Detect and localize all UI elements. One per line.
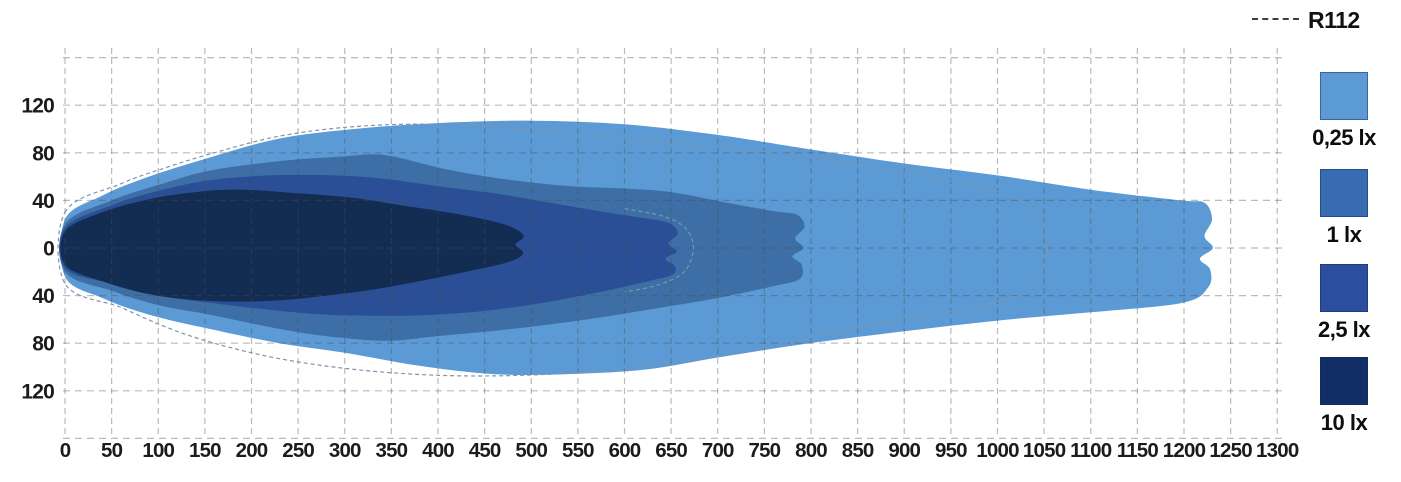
y-axis-tick-labels: 120 80 40 0 40 80 120 bbox=[21, 95, 55, 404]
x-tick-label: 1200 bbox=[1163, 439, 1206, 462]
x-tick-label: 700 bbox=[702, 439, 734, 462]
x-tick-label: 100 bbox=[142, 439, 174, 462]
x-tick-label: 1250 bbox=[1209, 439, 1252, 462]
x-tick-label: 400 bbox=[422, 439, 454, 462]
y-tick-label: 80 bbox=[32, 142, 54, 165]
y-tick-label: 40 bbox=[32, 190, 54, 213]
x-tick-label: 150 bbox=[189, 439, 221, 462]
r112-inner-contour bbox=[624, 208, 695, 293]
x-tick-label: 450 bbox=[469, 439, 501, 462]
x-tick-label: 600 bbox=[609, 439, 641, 462]
x-tick-label: 1100 bbox=[1070, 439, 1112, 462]
x-tick-label: 250 bbox=[282, 439, 314, 462]
x-tick-label: 50 bbox=[101, 439, 123, 462]
x-tick-label: 350 bbox=[375, 439, 407, 462]
x-tick-label: 500 bbox=[515, 439, 547, 462]
x-tick-label: 1300 bbox=[1256, 439, 1299, 462]
x-tick-label: 750 bbox=[748, 439, 780, 462]
x-tick-label: 1050 bbox=[1023, 439, 1066, 462]
x-tick-label: 1000 bbox=[976, 439, 1019, 462]
y-tick-label: 80 bbox=[32, 333, 54, 356]
r112-outer-contour bbox=[57, 123, 1049, 377]
x-tick-label: 550 bbox=[562, 439, 594, 462]
x-tick-label: 800 bbox=[795, 439, 827, 462]
r112-reference-outline bbox=[57, 123, 1049, 377]
x-tick-label: 0 bbox=[60, 439, 71, 462]
x-tick-label: 650 bbox=[655, 439, 687, 462]
x-tick-label: 200 bbox=[236, 439, 268, 462]
y-tick-label: 120 bbox=[21, 95, 54, 118]
y-tick-label: 0 bbox=[43, 238, 54, 261]
y-tick-label: 40 bbox=[32, 285, 54, 308]
beam-contours bbox=[59, 120, 1213, 375]
x-tick-label: 950 bbox=[935, 439, 967, 462]
x-tick-label: 1150 bbox=[1117, 439, 1159, 462]
x-tick-label: 300 bbox=[329, 439, 361, 462]
beam-contour-10lx bbox=[60, 189, 524, 302]
y-tick-label: 120 bbox=[21, 380, 54, 403]
x-tick-label: 900 bbox=[888, 439, 920, 462]
gridlines bbox=[63, 48, 1284, 439]
x-axis-tick-labels: 0 50 100 150 200 250 300 350 400 450 500 550 600 650 7… bbox=[60, 439, 1300, 462]
x-tick-label: 850 bbox=[842, 439, 874, 462]
